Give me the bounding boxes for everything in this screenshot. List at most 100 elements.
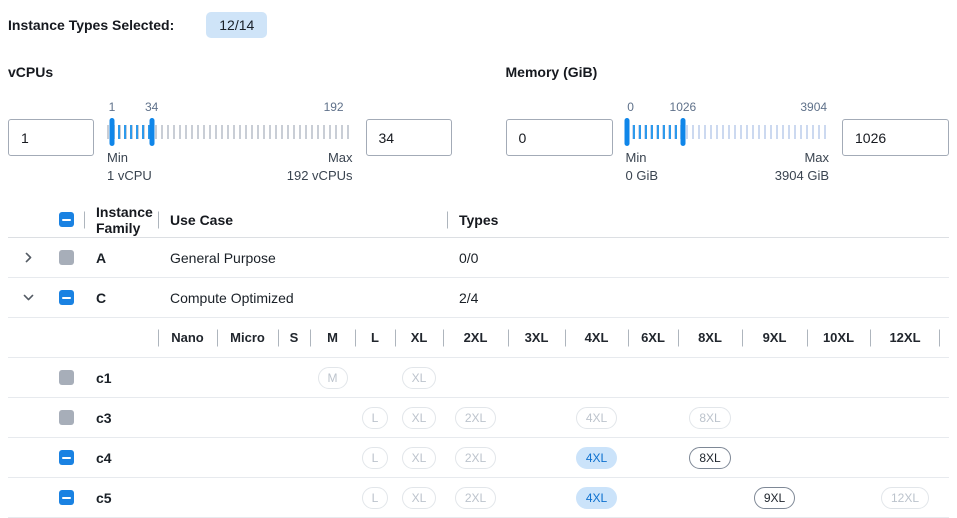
selection-summary-bar: Instance Types Selected: 12/14 [8, 12, 949, 38]
size-column-header-12xl: 12XL [870, 318, 940, 357]
family-row-c: C Compute Optimized 2/4 [8, 278, 949, 319]
vcpu-slider-scale: 1 34 192 [107, 100, 353, 116]
instance-types-selected-label: Instance Types Selected: [8, 17, 175, 33]
size-column-header-9xl: 9XL [742, 318, 807, 357]
size-pill-c1-xl: XL [401, 366, 437, 389]
memory-filter: Memory (GiB) 0 1026 3904 Min 0 GiB [505, 64, 949, 184]
size-pill-c4-8xl[interactable]: 8XL [689, 446, 731, 469]
memory-slider-scale: 0 1026 3904 [626, 100, 830, 116]
selected-count-badge: 12/14 [206, 12, 268, 38]
size-pill-c3-l: L [361, 406, 389, 429]
memory-slider-handle-max[interactable] [680, 118, 686, 146]
instance-name: c3 [96, 409, 112, 426]
instance-name: c4 [96, 449, 112, 466]
instance-row-c3: c3 L XL 2XL 4XL 8XL [8, 398, 949, 439]
memory-scale-low: 0 [627, 100, 634, 114]
instance-checkbox-c3 [58, 410, 74, 426]
vcpu-max-input[interactable] [365, 119, 452, 156]
size-pill-c5-2xl: 2XL [454, 486, 497, 509]
memory-max-input[interactable] [842, 119, 949, 156]
expand-chevron-icon-a[interactable] [18, 248, 38, 268]
size-pill-c4-xl: XL [401, 446, 437, 469]
size-pill-c1-m: M [317, 366, 348, 389]
column-header-use-case: Use Case [158, 212, 447, 228]
memory-slider-track[interactable] [624, 118, 830, 146]
memory-min-input[interactable] [505, 119, 613, 156]
size-pill-c3-xl: XL [401, 406, 437, 429]
family-name: C [96, 289, 107, 306]
size-column-header-micro: Micro [217, 318, 278, 357]
memory-slider[interactable]: 0 1026 3904 Min 0 GiB Max 3904 [624, 100, 830, 184]
vcpu-slider[interactable]: 1 34 192 Min 1 vCPU Max 192 vC [107, 100, 353, 184]
vcpu-slider-handle-min[interactable] [109, 118, 115, 146]
vcpu-min-value: 1 vCPU [107, 167, 152, 183]
instance-row-c4: c4 L XL 2XL 4XL 8XL [8, 438, 949, 479]
size-pill-c3-2xl: 2XL [454, 406, 497, 429]
instance-name: c5 [96, 489, 112, 506]
instance-checkbox-c1 [58, 370, 74, 386]
size-header-row: Nano Micro S M L XL 2XL 3XL 4XL 6XL 8XL 9XL 10XL 12XL [8, 318, 949, 359]
size-pill-c5-4xl[interactable]: 4XL [575, 486, 618, 509]
vcpu-slider-selected-range [111, 125, 152, 139]
size-column-header-8xl: 8XL [678, 318, 742, 357]
filters-section: vCPUs 1 34 192 Min 1 vCPU [8, 64, 949, 184]
indeterminate-minus-icon [61, 456, 71, 459]
instance-checkbox-c5[interactable] [58, 490, 74, 506]
family-name: A [96, 249, 107, 266]
family-checkbox-c[interactable] [58, 290, 74, 306]
size-pill-c5-xl: XL [401, 486, 437, 509]
vcpu-scale-low: 1 [108, 100, 116, 114]
memory-slider-handle-min[interactable] [624, 118, 630, 146]
vcpu-max-value: 192 vCPUs [286, 167, 353, 183]
size-pill-c3-8xl: 8XL [689, 406, 731, 429]
size-pill-c5-9xl[interactable]: 9XL [753, 486, 796, 509]
size-column-header-xl: XL [395, 318, 443, 357]
vcpu-filter-title: vCPUs [8, 64, 54, 80]
vcpu-scale-high: 192 [323, 100, 344, 114]
table-header-row: Instance Family Use Case Types [8, 202, 949, 239]
vcpu-slider-track[interactable] [107, 118, 353, 146]
memory-max-label: Max [804, 150, 829, 165]
types-count: 2/4 [459, 289, 479, 306]
size-pill-c5-12xl: 12XL [880, 486, 930, 509]
memory-slider-selected-range [627, 125, 683, 139]
instance-row-c1: c1 M XL [8, 358, 949, 399]
size-column-header-s: S [278, 318, 310, 357]
vcpu-scale-mid: 34 [144, 100, 159, 114]
size-column-header-nano: Nano [158, 318, 217, 357]
vcpu-slider-handle-max[interactable] [149, 118, 155, 146]
size-column-header-10xl: 10XL [807, 318, 870, 357]
types-count: 0/0 [459, 249, 479, 266]
instance-table: Instance Family Use Case Types A General … [8, 202, 949, 518]
size-column-header-4xl: 4XL [565, 318, 628, 357]
vcpu-max-label: Max [327, 150, 353, 165]
vcpu-min-input[interactable] [8, 119, 94, 156]
use-case: General Purpose [170, 249, 276, 266]
family-row-a: A General Purpose 0/0 [8, 238, 949, 279]
memory-scale-high: 3904 [800, 100, 828, 114]
size-pill-c3-4xl: 4XL [575, 406, 618, 429]
size-column-header-l: L [355, 318, 395, 357]
memory-filter-title: Memory (GiB) [505, 64, 598, 80]
instance-row-c5: c5 L XL 2XL 4XL 9XL 12XL [8, 478, 949, 518]
column-header-types: Types [447, 212, 949, 228]
instance-checkbox-c4[interactable] [58, 450, 74, 466]
memory-min-value: 0 GiB [625, 167, 659, 183]
memory-max-value: 3904 GiB [774, 167, 829, 183]
size-pill-c4-4xl[interactable]: 4XL [575, 446, 618, 469]
collapse-chevron-icon-c[interactable] [18, 288, 38, 308]
memory-min-label: Min [625, 150, 647, 165]
indeterminate-minus-icon [61, 296, 71, 299]
vcpu-filter: vCPUs 1 34 192 Min 1 vCPU [8, 64, 452, 184]
select-all-checkbox[interactable] [58, 212, 74, 228]
size-column-header-3xl: 3XL [508, 318, 565, 357]
indeterminate-minus-icon [61, 218, 71, 221]
size-column-header-2xl: 2XL [443, 318, 508, 357]
family-checkbox-a [58, 250, 74, 266]
indeterminate-minus-icon [61, 496, 71, 499]
use-case: Compute Optimized [170, 289, 294, 306]
size-pill-c4-2xl: 2XL [454, 446, 497, 469]
size-pill-c5-l: L [361, 486, 389, 509]
column-header-instance-family: Instance Family [84, 204, 158, 236]
instance-name: c1 [96, 369, 112, 386]
